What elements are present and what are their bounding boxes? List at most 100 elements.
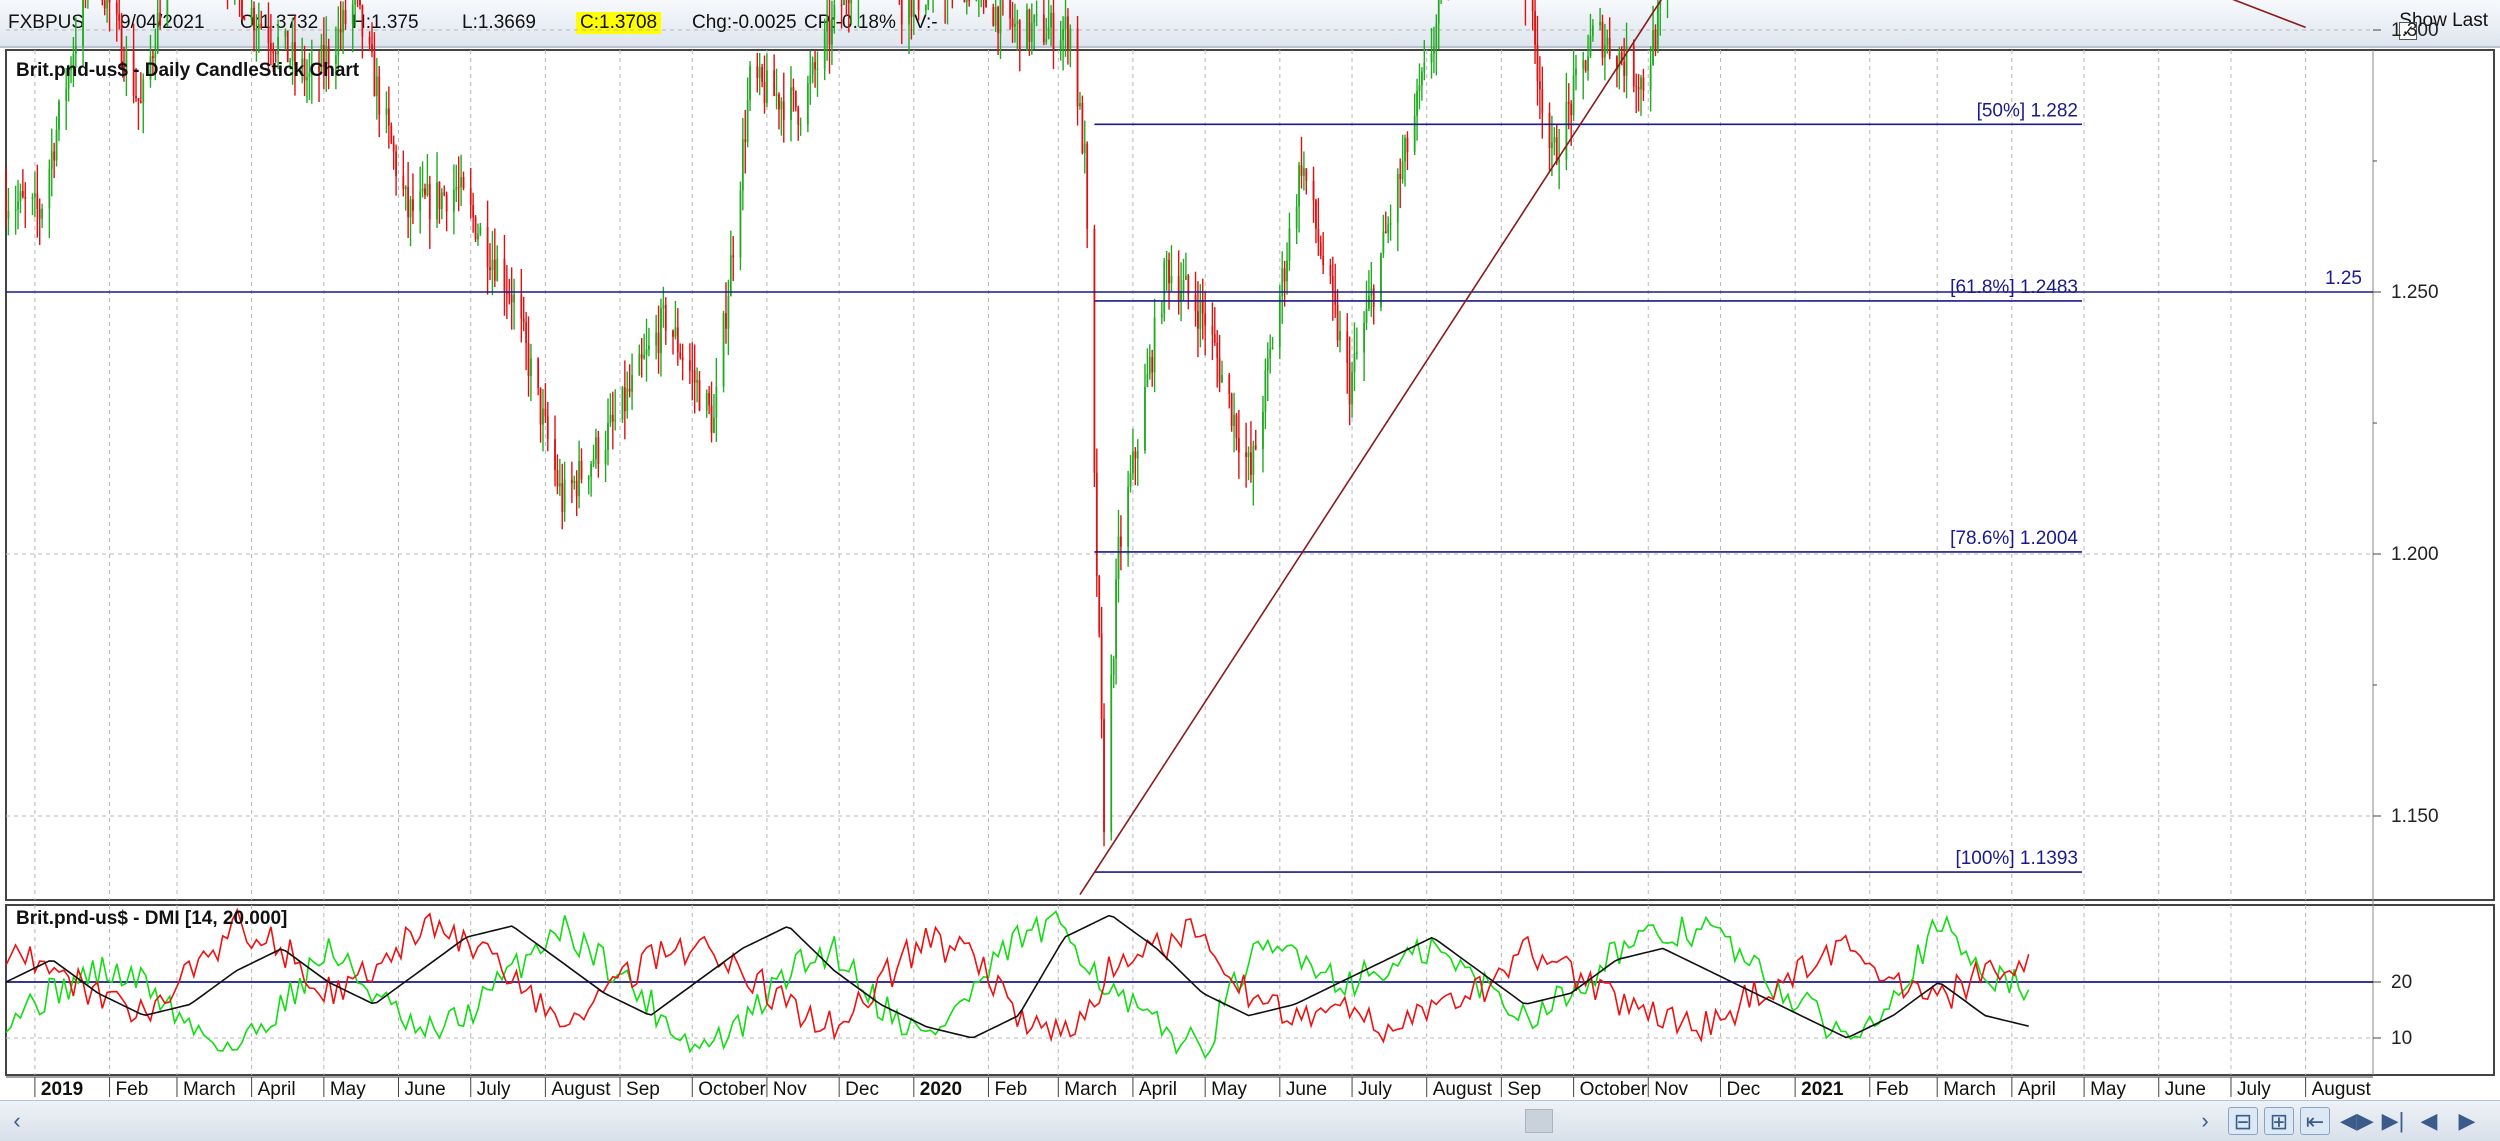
candle-body xyxy=(1368,296,1370,309)
date-tick-label: August xyxy=(2312,1079,2372,1100)
candle-body xyxy=(638,354,640,375)
candle-body xyxy=(1079,103,1081,106)
candle-body xyxy=(1587,56,1589,70)
scroll-left-icon[interactable]: ‹ xyxy=(2,1107,32,1135)
candle-body xyxy=(1245,452,1247,457)
candle-body xyxy=(429,184,431,219)
candle-body xyxy=(1118,537,1120,580)
candle-body xyxy=(1351,372,1353,405)
date-tick-label: April xyxy=(258,1079,296,1100)
candle-body xyxy=(727,296,729,329)
candle-body xyxy=(1320,242,1322,256)
candle-body xyxy=(20,191,22,201)
scroll-right-icon[interactable]: › xyxy=(2190,1107,2220,1135)
scroll-thumb[interactable] xyxy=(1525,1109,1553,1133)
candle-body xyxy=(829,20,831,45)
candle-body xyxy=(679,353,681,358)
fib-level-label: [78.6%] 1.2004 xyxy=(1950,528,2078,549)
candle-body xyxy=(1255,446,1257,450)
zoom-in-icon[interactable]: ⊞ xyxy=(2264,1107,2294,1135)
candle-body xyxy=(1332,276,1334,291)
date-tick-label: Dec xyxy=(1726,1079,1760,1100)
date-tick-label: Feb xyxy=(116,1079,149,1100)
candle-body xyxy=(1211,326,1213,335)
fib-level-label: [61.8%] 1.2483 xyxy=(1950,277,2078,298)
candle-body xyxy=(764,82,766,103)
candle-body xyxy=(1110,675,1112,832)
date-tick-label: May xyxy=(330,1079,366,1100)
candle-body xyxy=(1366,309,1368,323)
candle-body xyxy=(1387,225,1389,233)
candle-body xyxy=(1568,102,1570,104)
candle-body xyxy=(542,409,544,425)
candle-body xyxy=(831,19,833,45)
candle-body xyxy=(1036,14,1038,15)
candle-body xyxy=(369,37,371,45)
candle-body xyxy=(713,418,715,433)
date-tick-label: Feb xyxy=(1876,1079,1909,1100)
candle-body xyxy=(1346,331,1348,363)
fib-level-label: [50%] 1.282 xyxy=(1977,100,2078,121)
candle-body xyxy=(1028,10,1030,42)
candle-body xyxy=(1069,28,1071,48)
candle-body xyxy=(672,331,674,337)
fit-icon[interactable]: ◀▶ xyxy=(2340,1107,2370,1135)
candle-body xyxy=(1329,265,1331,276)
candle-body xyxy=(985,0,987,7)
candle-body xyxy=(1134,452,1136,459)
candle-body xyxy=(677,327,679,352)
candle-body xyxy=(1060,40,1062,49)
date-tick-label: July xyxy=(477,1079,511,1100)
date-tick-label: October xyxy=(1580,1079,1648,1100)
step-back-icon[interactable]: ◀ xyxy=(2414,1107,2444,1135)
candle-body xyxy=(797,108,799,125)
candle-body xyxy=(1575,69,1577,76)
candle-body xyxy=(32,197,34,199)
candle-body xyxy=(511,295,513,302)
candle-body xyxy=(359,0,361,5)
candle-body xyxy=(1195,294,1197,311)
date-tick-label: March xyxy=(1064,1079,1117,1100)
candle-body xyxy=(166,0,168,26)
candle-body xyxy=(1558,160,1560,163)
candle-body xyxy=(612,415,614,422)
candle-body xyxy=(342,10,344,32)
date-tick-label: 2021 xyxy=(1801,1079,1844,1100)
candle-body xyxy=(1103,719,1105,832)
last-bar-icon[interactable]: ▶| xyxy=(2378,1107,2408,1135)
candle-body xyxy=(581,461,583,480)
price-tick-label: 1.250 xyxy=(2391,282,2439,303)
candle-body xyxy=(159,13,161,26)
candle-body xyxy=(390,126,392,143)
candle-body xyxy=(711,406,713,433)
candle-body xyxy=(15,209,17,211)
candle-body xyxy=(588,477,590,480)
candle-body xyxy=(576,481,578,496)
candle-body xyxy=(477,234,479,239)
candle-body xyxy=(41,209,43,219)
date-tick-label: April xyxy=(2018,1079,2056,1100)
trend-line xyxy=(399,0,2306,27)
candle-body xyxy=(1397,174,1399,223)
candle-body xyxy=(773,70,775,95)
candle-body xyxy=(1354,353,1356,371)
candle-body xyxy=(1197,311,1199,328)
first-bar-icon[interactable]: ⇤ xyxy=(2300,1107,2330,1135)
candle-body xyxy=(402,176,404,189)
candle-body xyxy=(1541,89,1543,113)
candle-body xyxy=(337,29,339,56)
candle-body xyxy=(1183,280,1185,291)
zoom-out-icon[interactable]: ⊟ xyxy=(2228,1107,2258,1135)
step-forward-icon[interactable]: ▶ xyxy=(2452,1107,2482,1135)
scroll-bar[interactable]: ‹ › ⊟ ⊞ ⇤ ◀▶ ▶| ◀ ▶ xyxy=(0,1100,2500,1141)
candle-body xyxy=(1618,52,1620,69)
candle-body xyxy=(1144,387,1146,451)
candle-body xyxy=(1094,229,1096,473)
candle-body xyxy=(1168,260,1170,284)
candle-body xyxy=(470,188,472,205)
candle-body xyxy=(1113,659,1115,675)
date-tick-label: June xyxy=(405,1079,446,1100)
candle-body xyxy=(520,295,522,319)
candle-body xyxy=(1633,46,1635,86)
